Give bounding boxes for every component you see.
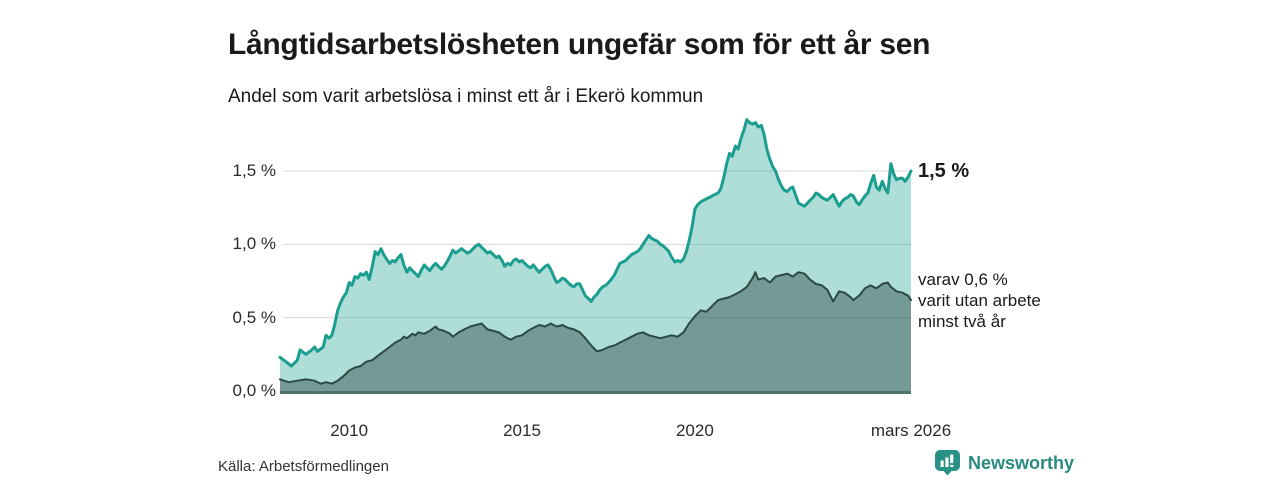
chart-subtitle: Andel som varit arbetslösa i minst ett å… [228, 86, 704, 107]
y-tick-1-0: 1,0 % [232, 234, 276, 254]
series1-end-value-label: 1,5 % [918, 160, 970, 182]
page-title: Långtidsarbetslösheten ungefär som för e… [228, 28, 931, 62]
y-tick-1-5: 1,5 % [232, 161, 276, 180]
newsworthy-logo: Newsworthy [934, 449, 1074, 477]
y-tick-0-5: 0,5 % [232, 307, 276, 327]
series2-annotation-line2: varit utan arbete [918, 291, 1041, 311]
newsworthy-wordmark: Newsworthy [968, 452, 1075, 473]
series2-end-annotation: varav 0,6 % varit utan arbete minst två … [918, 269, 1041, 332]
y-tick-0-0: 0,0 % [232, 381, 276, 400]
x-tick-2020: 2020 [675, 421, 714, 440]
series2-annotation-line1: varav 0,6 % [918, 270, 1008, 290]
newsworthy-bubble-chart-icon [934, 449, 961, 477]
series2-annotation-line3: minst två år [918, 312, 1006, 332]
x-tick-2015: 2015 [503, 421, 541, 440]
x-tick-mars-2026: mars 2026 [870, 421, 952, 440]
source-credit: Källa: Arbetsförmedlingen [218, 458, 389, 475]
x-tick-2010: 2010 [330, 421, 369, 440]
